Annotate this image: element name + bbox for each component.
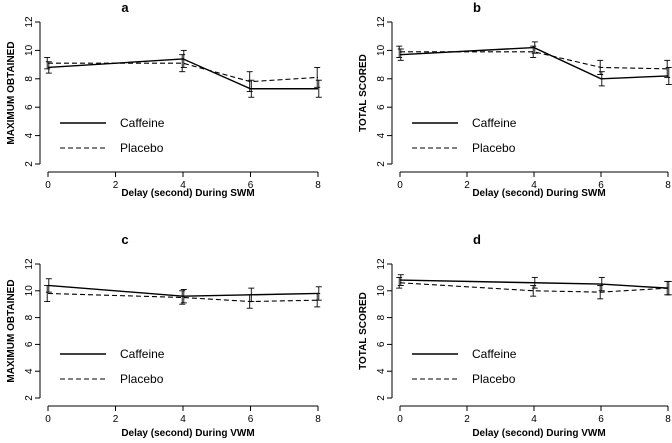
x-tick-label: 6	[598, 414, 604, 425]
panel-c: c 2 4 6 8 10 12 0 2 4 6 8 Delay (second) During VWM M…	[6, 232, 322, 439]
y-axis-label: TOTAL SCORED	[358, 292, 369, 370]
series-line-placebo	[47, 292, 319, 303]
legend-label-caffeine: Caffeine	[472, 116, 517, 130]
error-bar	[396, 276, 403, 289]
legend: Caffeine Placebo	[412, 347, 517, 386]
x-tick-label: 4	[180, 414, 186, 425]
legend-label-caffeine: Caffeine	[120, 347, 165, 361]
error-bar	[314, 293, 321, 308]
y-axis-label: MAXIMUM OBTAINED	[6, 279, 17, 382]
x-tick-label: 0	[45, 180, 51, 191]
x-tick-label: 6	[248, 180, 254, 191]
panel-title: c	[121, 232, 128, 247]
y-tick-label: 2	[376, 161, 387, 167]
legend-label-placebo: Placebo	[120, 141, 164, 155]
legend-label-placebo: Placebo	[120, 372, 164, 386]
error-bar	[396, 45, 403, 58]
legend: Caffeine Placebo	[60, 116, 165, 155]
x-tick-label: 0	[45, 414, 51, 425]
legend-label-placebo: Placebo	[472, 372, 516, 386]
panel-a: a 2 4 6 8 10 12 0 2 4 6 8 Delay (second) During SWM M…	[6, 0, 322, 199]
legend: Caffeine Placebo	[412, 116, 517, 155]
y-tick-label: 2	[24, 161, 35, 167]
y-tick-label: 6	[24, 341, 35, 347]
y-tick-label: 10	[24, 285, 35, 297]
error-bar	[664, 280, 671, 296]
error-bar	[179, 54, 186, 73]
y-tick-label: 10	[24, 44, 35, 56]
y-tick-label: 6	[376, 104, 387, 110]
y-tick-label: 8	[24, 76, 35, 82]
x-tick-label: 4	[531, 180, 537, 191]
y-tick-label: 2	[376, 395, 387, 401]
error-bar	[246, 71, 253, 93]
error-bar	[44, 284, 51, 302]
x-tick-label: 0	[397, 180, 403, 191]
y-tick-label: 4	[24, 368, 35, 374]
error-bar	[664, 59, 671, 78]
series-line-caffeine	[47, 284, 319, 297]
error-bar	[314, 66, 321, 88]
x-tick-label: 4	[531, 414, 537, 425]
x-tick-label: 6	[598, 180, 604, 191]
x-tick-label: 8	[315, 180, 321, 191]
panel-title: d	[473, 232, 481, 247]
panel-d: d 2 4 6 8 10 12 0 2 4 6 8 Delay (second) During VWM T…	[358, 232, 672, 439]
x-axis-label: Delay (second) During SWM	[472, 188, 605, 199]
x-tick-label: 0	[397, 414, 403, 425]
x-tick-label: 4	[180, 180, 186, 191]
error-bar	[597, 284, 604, 300]
y-tick-label: 4	[376, 132, 387, 138]
error-bar	[530, 45, 537, 58]
x-tick-label: 8	[665, 414, 671, 425]
y-axis-label: TOTAL SCORED	[358, 54, 369, 132]
legend: Caffeine Placebo	[60, 347, 165, 386]
x-axis-label: Delay (second) During SWM	[121, 188, 254, 199]
error-bar	[597, 59, 604, 75]
x-tick-label: 2	[113, 180, 119, 191]
y-tick-label: 10	[376, 285, 387, 297]
error-bar	[246, 294, 253, 309]
x-tick-label: 2	[464, 180, 470, 191]
x-tick-label: 8	[315, 414, 321, 425]
y-tick-label: 10	[376, 44, 387, 56]
y-tick-label: 6	[376, 341, 387, 347]
series-line-caffeine	[399, 46, 669, 80]
x-axis-label: Delay (second) During VWM	[472, 428, 605, 439]
legend-label-caffeine: Caffeine	[472, 347, 517, 361]
legend-label-placebo: Placebo	[472, 141, 516, 155]
legend-label-caffeine: Caffeine	[120, 116, 165, 130]
y-tick-label: 12	[24, 258, 35, 270]
panel-title: b	[473, 0, 481, 15]
y-tick-label: 12	[376, 258, 387, 270]
panel-title: a	[121, 0, 129, 15]
series-line-placebo	[48, 62, 319, 83]
series-line-placebo	[399, 282, 669, 293]
x-axis-label: Delay (second) During VWM	[121, 428, 254, 439]
error-bar	[179, 290, 186, 305]
y-tick-label: 12	[24, 16, 35, 28]
y-tick-label: 8	[24, 314, 35, 320]
x-tick-label: 2	[113, 414, 119, 425]
series-line-caffeine	[399, 279, 669, 289]
x-tick-label: 2	[464, 414, 470, 425]
y-tick-label: 2	[24, 395, 35, 401]
y-tick-label: 4	[376, 368, 387, 374]
y-tick-label: 8	[376, 76, 387, 82]
x-tick-label: 6	[248, 414, 254, 425]
error-bar	[530, 284, 537, 297]
panel-b: b 2 4 6 8 10 12 0 2 4 6 8 Delay (second) During SWM T…	[358, 0, 672, 199]
y-tick-label: 6	[24, 104, 35, 110]
y-tick-label: 8	[376, 314, 387, 320]
series-line-placebo	[400, 51, 669, 70]
error-bar	[44, 57, 51, 70]
y-tick-label: 12	[376, 16, 387, 28]
x-tick-label: 8	[665, 180, 671, 191]
y-axis-label: MAXIMUM OBTAINED	[6, 41, 17, 144]
y-tick-label: 4	[24, 132, 35, 138]
